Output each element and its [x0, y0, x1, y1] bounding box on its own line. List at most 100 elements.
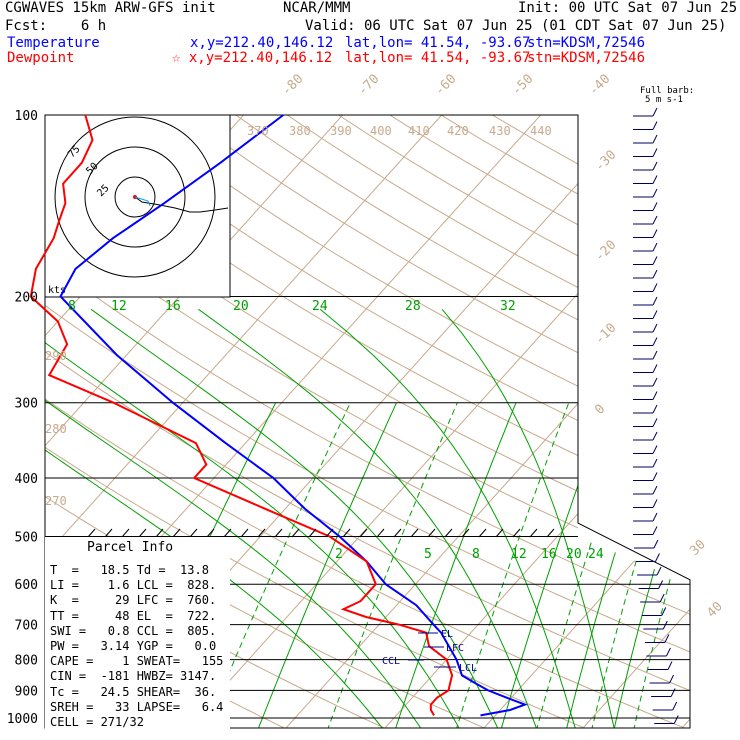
wind-barb-flag — [652, 134, 658, 144]
init-time: Init: 00 UTC Sat 07 Jun 25 — [518, 0, 738, 16]
lcl-label: LCL — [459, 663, 477, 674]
wind-barb-flag — [652, 472, 658, 481]
mixing-ratio-line — [257, 402, 397, 728]
moist-adiabat — [45, 308, 385, 728]
pressure-tick-label: 400 — [15, 472, 38, 487]
freezing-tick — [87, 528, 96, 538]
wind-barb-flag — [667, 661, 673, 670]
freezing-tick — [206, 528, 215, 538]
freezing-tick — [376, 528, 385, 538]
pressure-tick-label: 900 — [15, 684, 38, 699]
isotherm-label: 30 — [687, 537, 709, 559]
theta-label: 410 — [408, 124, 430, 138]
mixing-ratio-label: 28 — [405, 299, 421, 314]
pressure-tick-label: 300 — [15, 397, 38, 412]
forecast-hour: Fcst: 6 h — [5, 18, 107, 34]
wind-barb-flag — [655, 553, 660, 562]
parcel-info-row: K = 29 LFC = 760. — [50, 593, 217, 608]
isotherm-label: -10 — [592, 321, 619, 348]
wind-barb-flag — [652, 323, 658, 333]
dry-adiabat — [45, 115, 592, 728]
freezing-tick — [342, 528, 351, 538]
mixing-ratio-line — [326, 402, 458, 728]
mixing-ratio-line — [613, 402, 690, 728]
mixing-ratio-label: 24 — [312, 299, 328, 314]
parcel-info-row: PW = 3.14 YGP = 0.0 — [50, 639, 217, 653]
moist-adiabat-label: 2 — [335, 547, 343, 562]
mixing-ratio-label: 20 — [233, 299, 249, 314]
freezing-tick — [138, 528, 147, 538]
freezing-tick — [444, 528, 453, 538]
freezing-tick — [274, 528, 283, 538]
org-label: NCAR/MMM — [283, 0, 351, 16]
mixing-ratio-label: 16 — [165, 299, 181, 314]
isotherm-line — [45, 115, 455, 728]
freezing-tick — [291, 528, 300, 538]
valid-time: Valid: 06 UTC Sat 07 Jun 25 (01 CDT Sat … — [305, 18, 727, 34]
dry-adiabat — [45, 115, 690, 728]
theta-label: 440 — [530, 124, 552, 138]
wind-barb-flag — [652, 107, 658, 117]
isotherm-label: -20 — [592, 238, 619, 265]
moist-adiabat — [45, 308, 423, 728]
barb-legend-line2: 5 m s-1 — [645, 95, 683, 105]
moist-adiabat — [90, 308, 500, 728]
isotherm-line — [679, 115, 690, 728]
freezing-tick — [512, 528, 521, 538]
isotherm-label: -80 — [279, 72, 306, 99]
el-label: EL — [441, 629, 453, 640]
theta-label: 400 — [370, 124, 392, 138]
moist-adiabat — [198, 308, 538, 728]
isotherm-label: -70 — [355, 72, 382, 99]
parcel-info-row: SWI = 0.8 CCL = 805. — [50, 623, 217, 638]
temperature-xy: x,y=212.40,146.12 — [190, 35, 334, 51]
dry-adiabat — [45, 115, 690, 728]
pressure-tick-label: 700 — [15, 619, 38, 634]
wind-barb-flag — [652, 188, 658, 198]
mixing-ratio-line — [535, 402, 639, 728]
theta-label: 370 — [247, 124, 269, 138]
model-title: CGWAVES 15km ARW-GFS init — [5, 0, 216, 16]
wind-barb-flag — [652, 445, 658, 454]
theta-label: 420 — [447, 124, 469, 138]
wind-barb-flag — [652, 202, 658, 211]
wind-barb-flag — [652, 310, 658, 319]
hodograph-trace — [134, 196, 229, 213]
wind-barb-flag — [665, 647, 671, 657]
freezing-tick — [172, 528, 181, 538]
dry-adiabat — [133, 115, 690, 728]
wind-barb-flag — [652, 215, 658, 225]
wind-barb-flag — [652, 364, 658, 373]
wind-barb-flag — [652, 148, 658, 157]
freezing-tick — [495, 528, 504, 538]
parcel-levels: EL LFC LCL CCL — [382, 629, 477, 674]
freezing-tick — [461, 528, 470, 538]
wind-barb-flag — [652, 431, 658, 441]
wind-barb-flag — [652, 418, 658, 427]
theta-label: 430 — [489, 124, 511, 138]
wind-barb-flag — [652, 526, 658, 535]
hodograph-units: kts — [48, 285, 66, 296]
mixing-ratio-line — [455, 402, 570, 728]
dewpoint-station: stn=KDSM,72546 — [527, 50, 646, 66]
mixing-ratio-line — [633, 402, 690, 728]
wind-barb-flag — [664, 634, 670, 643]
isotherm-line — [184, 115, 690, 728]
moist-adiabat — [441, 308, 616, 728]
dry-adiabat — [45, 115, 690, 728]
wind-barb-flag — [652, 404, 658, 414]
moist-adiabat — [319, 308, 577, 728]
freezing-tick — [257, 528, 266, 538]
mixing-ratio-label: 8 — [68, 299, 76, 314]
freezing-tick — [478, 528, 487, 538]
hodograph-ring — [114, 176, 156, 218]
isotherm-label: -50 — [509, 72, 536, 99]
freezing-tick — [240, 528, 249, 538]
dry-adiabat — [235, 115, 690, 728]
wind-barb-flag — [652, 256, 658, 265]
wind-barbs — [87, 107, 679, 724]
isotherm-label: -40 — [586, 72, 613, 99]
wind-barb-flag — [652, 242, 658, 252]
